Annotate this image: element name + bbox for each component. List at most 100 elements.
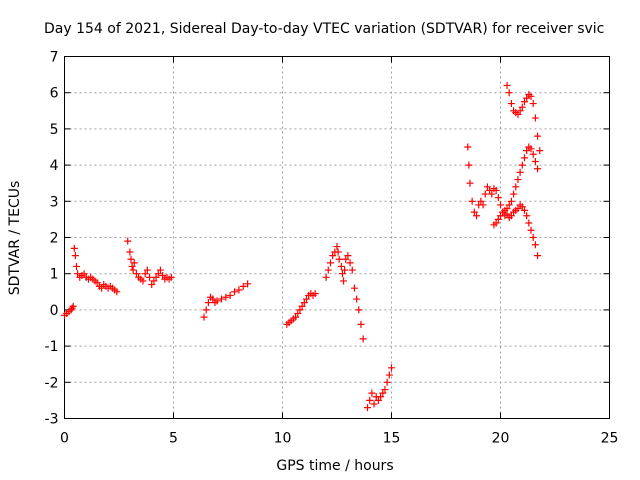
data-point — [350, 284, 358, 292]
data-point — [141, 270, 149, 278]
chart-title: Day 154 of 2021, Sidereal Day-to-day VTE… — [44, 21, 604, 37]
data-point — [518, 203, 526, 211]
data-point — [143, 266, 151, 274]
data-point — [113, 288, 121, 296]
data-point — [520, 98, 528, 106]
y-tick-label: 6 — [50, 86, 59, 102]
data-point — [531, 114, 539, 122]
data-point — [510, 190, 518, 198]
plot-frame — [64, 56, 610, 419]
data-point — [364, 404, 372, 412]
data-point — [534, 165, 542, 173]
data-point — [523, 94, 531, 102]
data-point — [68, 304, 76, 312]
data-point — [374, 396, 382, 404]
data-point — [334, 248, 342, 256]
data-point — [322, 273, 330, 281]
y-tick-label: 2 — [50, 231, 59, 247]
data-point — [483, 183, 491, 191]
data-point — [344, 252, 352, 260]
data-point — [340, 277, 348, 285]
data-point — [525, 219, 533, 227]
data-point — [235, 286, 243, 294]
data-point — [473, 212, 481, 220]
series-segment-6 — [322, 243, 367, 343]
data-point — [292, 313, 300, 321]
data-point — [523, 147, 531, 155]
data-point — [74, 270, 82, 278]
data-point — [497, 212, 504, 220]
data-point — [370, 400, 378, 408]
data-point — [534, 132, 542, 140]
data-point — [341, 266, 349, 274]
data-point — [130, 259, 138, 267]
data-point — [244, 280, 252, 288]
data-point — [505, 89, 513, 97]
data-point — [529, 150, 537, 158]
data-point — [302, 295, 310, 303]
y-tick-label: -3 — [45, 412, 59, 428]
data-point — [148, 281, 156, 289]
x-tick-label: 15 — [383, 431, 401, 447]
data-point — [335, 255, 343, 263]
data-point — [329, 252, 337, 260]
series-segment-2 — [70, 244, 121, 296]
data-point — [518, 103, 526, 111]
data-point — [348, 266, 356, 274]
data-point — [497, 201, 504, 209]
data-point — [355, 306, 363, 314]
data-point — [129, 266, 137, 274]
x-tick-label: 5 — [169, 431, 178, 447]
series-segment-5 — [283, 290, 319, 328]
data-point — [494, 215, 502, 223]
data-point — [488, 190, 496, 198]
data-point — [486, 186, 494, 194]
data-point — [466, 179, 474, 187]
data-point — [492, 219, 500, 227]
data-point — [512, 183, 520, 191]
marks-layer — [61, 81, 544, 412]
grid-layer — [64, 56, 610, 419]
data-point — [333, 243, 341, 251]
data-point — [213, 297, 221, 305]
data-point — [132, 270, 140, 278]
data-point — [507, 197, 515, 205]
data-point — [80, 270, 88, 278]
data-point — [346, 259, 354, 267]
ticks-layer: 0 5 10 15 20 25 -3 -2 -1 0 1 2 3 4 5 6 7 — [45, 50, 619, 447]
data-point — [209, 295, 217, 303]
y-tick-label: 1 — [50, 267, 59, 283]
data-point — [536, 147, 544, 155]
data-point — [126, 248, 134, 256]
data-point — [527, 226, 535, 234]
y-tick-label: -1 — [45, 339, 59, 355]
data-point — [294, 310, 302, 318]
data-point — [70, 244, 78, 252]
data-point — [514, 205, 522, 213]
data-point — [154, 270, 162, 278]
data-point — [468, 197, 476, 205]
data-point — [298, 302, 306, 310]
data-point — [69, 302, 77, 310]
data-point — [152, 273, 160, 281]
data-point — [139, 277, 147, 285]
data-point — [514, 110, 522, 118]
data-point — [479, 201, 487, 209]
data-point — [146, 273, 154, 281]
data-point — [518, 161, 526, 169]
data-point — [357, 320, 365, 328]
data-point — [226, 291, 234, 299]
x-tick-label: 25 — [601, 431, 619, 447]
x-tick-label: 10 — [274, 431, 292, 447]
y-tick-label: 4 — [50, 158, 59, 174]
y-tick-label: 0 — [50, 303, 59, 319]
data-point — [296, 306, 304, 314]
data-point — [337, 262, 345, 270]
data-point — [71, 252, 79, 260]
data-point — [359, 335, 367, 343]
data-point — [516, 168, 524, 176]
series-segment-9 — [490, 143, 542, 229]
data-point — [326, 259, 334, 267]
data-point — [516, 107, 524, 115]
